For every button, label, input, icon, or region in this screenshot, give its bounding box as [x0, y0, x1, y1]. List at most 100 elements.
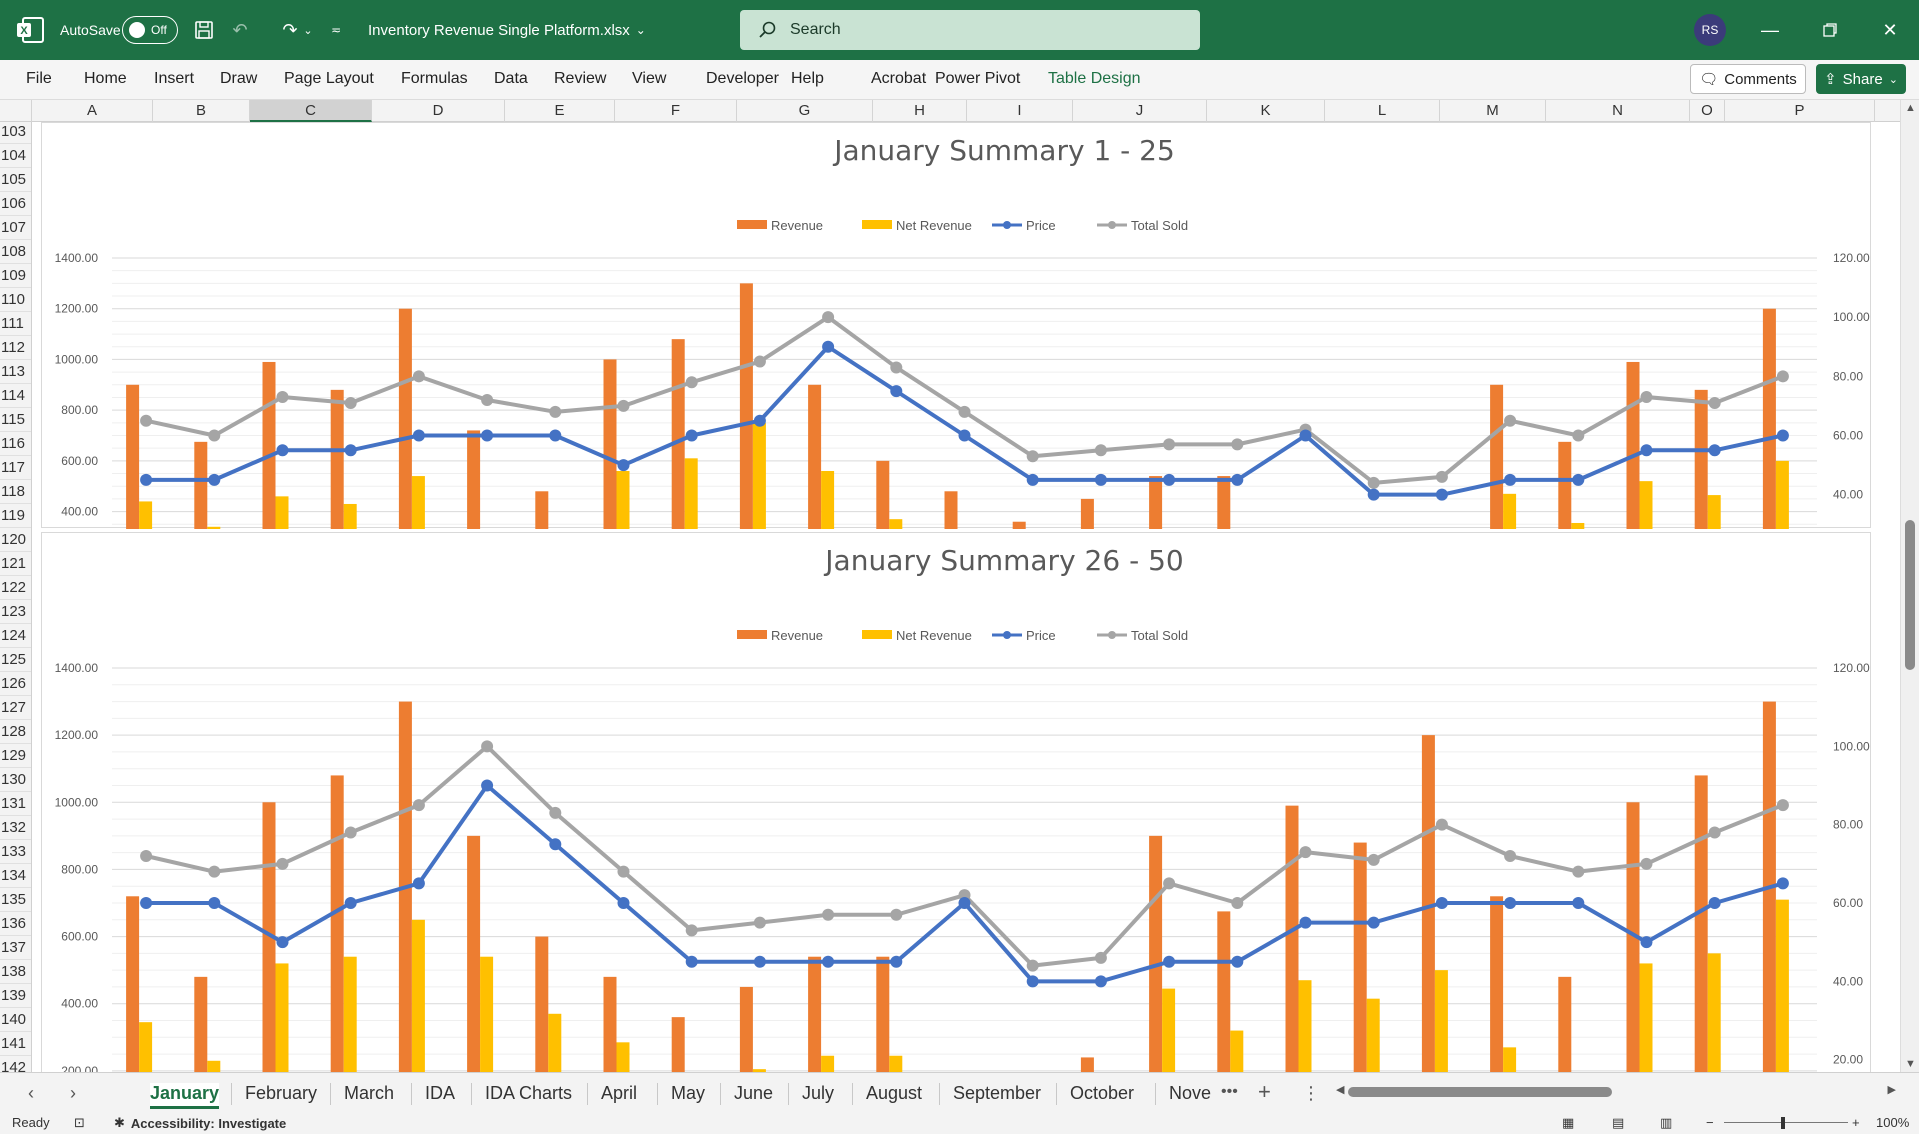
- horizontal-scrollbar[interactable]: ◀ ▶: [1336, 1084, 1896, 1098]
- sheet-tab-ida-charts[interactable]: IDA Charts: [485, 1083, 573, 1103]
- row-header-119[interactable]: 119: [0, 504, 31, 528]
- sheet-options-icon[interactable]: ⋮: [1302, 1083, 1320, 1103]
- ribbon-tab-formulas[interactable]: Formulas: [401, 70, 468, 87]
- scroll-down-icon[interactable]: ▼: [1905, 1058, 1916, 1070]
- file-name[interactable]: Inventory Revenue Single Platform.xlsx ⌄: [368, 18, 646, 42]
- sheet-tab-august[interactable]: August: [866, 1083, 923, 1103]
- row-header-117[interactable]: 117: [0, 456, 31, 480]
- minimize-icon[interactable]: —: [1761, 19, 1779, 40]
- row-header-127[interactable]: 127: [0, 696, 31, 720]
- ribbon-tab-help[interactable]: Help: [791, 70, 824, 87]
- column-header-j[interactable]: J: [1073, 100, 1207, 122]
- ribbon-tab-review[interactable]: Review: [554, 70, 607, 87]
- share-button[interactable]: ⇪ Share ⌄: [1816, 64, 1906, 94]
- row-header-141[interactable]: 141: [0, 1032, 31, 1056]
- column-header-n[interactable]: N: [1546, 100, 1690, 122]
- row-header-139[interactable]: 139: [0, 984, 31, 1008]
- zoom-out-icon[interactable]: −: [1706, 1115, 1714, 1130]
- undo-icon[interactable]: ↶: [232, 19, 248, 40]
- sheet-tab-september[interactable]: September: [953, 1083, 1042, 1103]
- chart-january-26-50[interactable]: January Summary 26 - 50 Revenue Net Revenu…: [41, 532, 1871, 1072]
- row-header-140[interactable]: 140: [0, 1008, 31, 1032]
- row-header-122[interactable]: 122: [0, 576, 31, 600]
- column-header-m[interactable]: M: [1440, 100, 1546, 122]
- zoom-level[interactable]: 100%: [1876, 1115, 1910, 1130]
- scroll-right-icon[interactable]: ▶: [1887, 1084, 1896, 1096]
- column-header-k[interactable]: K: [1207, 100, 1325, 122]
- row-header-121[interactable]: 121: [0, 552, 31, 576]
- redo-icon[interactable]: ↷: [282, 19, 298, 40]
- row-header-113[interactable]: 113: [0, 360, 31, 384]
- row-header-129[interactable]: 129: [0, 744, 31, 768]
- row-header-110[interactable]: 110: [0, 288, 31, 312]
- row-header-105[interactable]: 105: [0, 168, 31, 192]
- row-header-135[interactable]: 135: [0, 888, 31, 912]
- row-header-111[interactable]: 111: [0, 312, 31, 336]
- column-header-b[interactable]: B: [153, 100, 250, 122]
- zoom-slider[interactable]: [1724, 1122, 1848, 1123]
- column-header-g[interactable]: G: [737, 100, 873, 122]
- sheet-tab-october[interactable]: October: [1070, 1083, 1135, 1103]
- row-header-118[interactable]: 118: [0, 480, 31, 504]
- avatar[interactable]: RS: [1694, 14, 1726, 46]
- row-header-133[interactable]: 133: [0, 840, 31, 864]
- column-header-e[interactable]: E: [505, 100, 615, 122]
- accessibility-status[interactable]: ✱ Accessibility: Investigate: [114, 1115, 286, 1131]
- row-header-108[interactable]: 108: [0, 240, 31, 264]
- sheet-tab-july[interactable]: July: [802, 1083, 835, 1103]
- save-icon[interactable]: [190, 16, 218, 44]
- ribbon-tab-home[interactable]: Home: [84, 70, 127, 87]
- sheet-tab-march[interactable]: March: [344, 1083, 395, 1103]
- column-header-f[interactable]: F: [615, 100, 737, 122]
- ribbon-tab-power-pivot[interactable]: Power Pivot: [935, 70, 1021, 87]
- column-header-h[interactable]: H: [873, 100, 967, 122]
- column-header-o[interactable]: O: [1690, 100, 1725, 122]
- ribbon-tab-data[interactable]: Data: [494, 70, 528, 87]
- sheet-tab-ida[interactable]: IDA: [425, 1083, 456, 1103]
- ribbon-tab-table-design[interactable]: Table Design: [1048, 70, 1141, 87]
- row-header-125[interactable]: 125: [0, 648, 31, 672]
- sheet-tab-april[interactable]: April: [601, 1083, 638, 1103]
- comments-button[interactable]: 🗨 Comments: [1690, 64, 1806, 94]
- zoom-in-icon[interactable]: +: [1852, 1115, 1860, 1130]
- redo-dropdown-icon[interactable]: ⌄: [303, 24, 313, 37]
- row-header-132[interactable]: 132: [0, 816, 31, 840]
- horizontal-scroll-thumb[interactable]: [1348, 1087, 1612, 1097]
- select-all-corner[interactable]: [0, 100, 32, 122]
- row-header-131[interactable]: 131: [0, 792, 31, 816]
- sheet-tab-nove[interactable]: Nove: [1169, 1083, 1212, 1103]
- row-header-124[interactable]: 124: [0, 624, 31, 648]
- sheet-tab-february[interactable]: February: [245, 1083, 318, 1103]
- row-header-120[interactable]: 120: [0, 528, 31, 552]
- row-header-106[interactable]: 106: [0, 192, 31, 216]
- autosave-toggle[interactable]: Off: [122, 16, 178, 44]
- close-icon[interactable]: ✕: [1882, 19, 1898, 40]
- row-header-104[interactable]: 104: [0, 144, 31, 168]
- worksheet-grid[interactable]: January Summary 1 - 25 Revenue Net Revenue…: [33, 122, 1900, 1072]
- search-box[interactable]: Search: [740, 10, 1200, 50]
- vertical-scroll-thumb[interactable]: [1905, 520, 1915, 670]
- scroll-left-icon[interactable]: ◀: [1336, 1084, 1345, 1096]
- restore-icon[interactable]: [1810, 14, 1850, 46]
- row-header-136[interactable]: 136: [0, 912, 31, 936]
- quick-access-customize-icon[interactable]: ≂: [330, 23, 342, 37]
- ribbon-tab-page-layout[interactable]: Page Layout: [284, 70, 374, 87]
- row-header-116[interactable]: 116: [0, 432, 31, 456]
- prev-sheet-icon[interactable]: ‹: [28, 1083, 34, 1103]
- ribbon-tab-insert[interactable]: Insert: [154, 70, 195, 87]
- ribbon-tab-draw[interactable]: Draw: [220, 70, 258, 87]
- row-header-142[interactable]: 142: [0, 1056, 31, 1072]
- row-header-112[interactable]: 112: [0, 336, 31, 360]
- more-sheets-icon[interactable]: •••: [1221, 1083, 1238, 1100]
- column-header-c[interactable]: C: [250, 100, 372, 122]
- row-header-103[interactable]: 103: [0, 122, 31, 144]
- row-header-107[interactable]: 107: [0, 216, 31, 240]
- column-header-l[interactable]: L: [1325, 100, 1440, 122]
- column-header-d[interactable]: D: [372, 100, 505, 122]
- sheet-tab-june[interactable]: June: [734, 1083, 774, 1103]
- row-header-126[interactable]: 126: [0, 672, 31, 696]
- vertical-scrollbar[interactable]: ▲ ▼: [1900, 100, 1919, 1072]
- ribbon-tab-view[interactable]: View: [632, 70, 667, 87]
- column-header-p[interactable]: P: [1725, 100, 1875, 122]
- page-layout-view-icon[interactable]: ▤: [1612, 1115, 1625, 1130]
